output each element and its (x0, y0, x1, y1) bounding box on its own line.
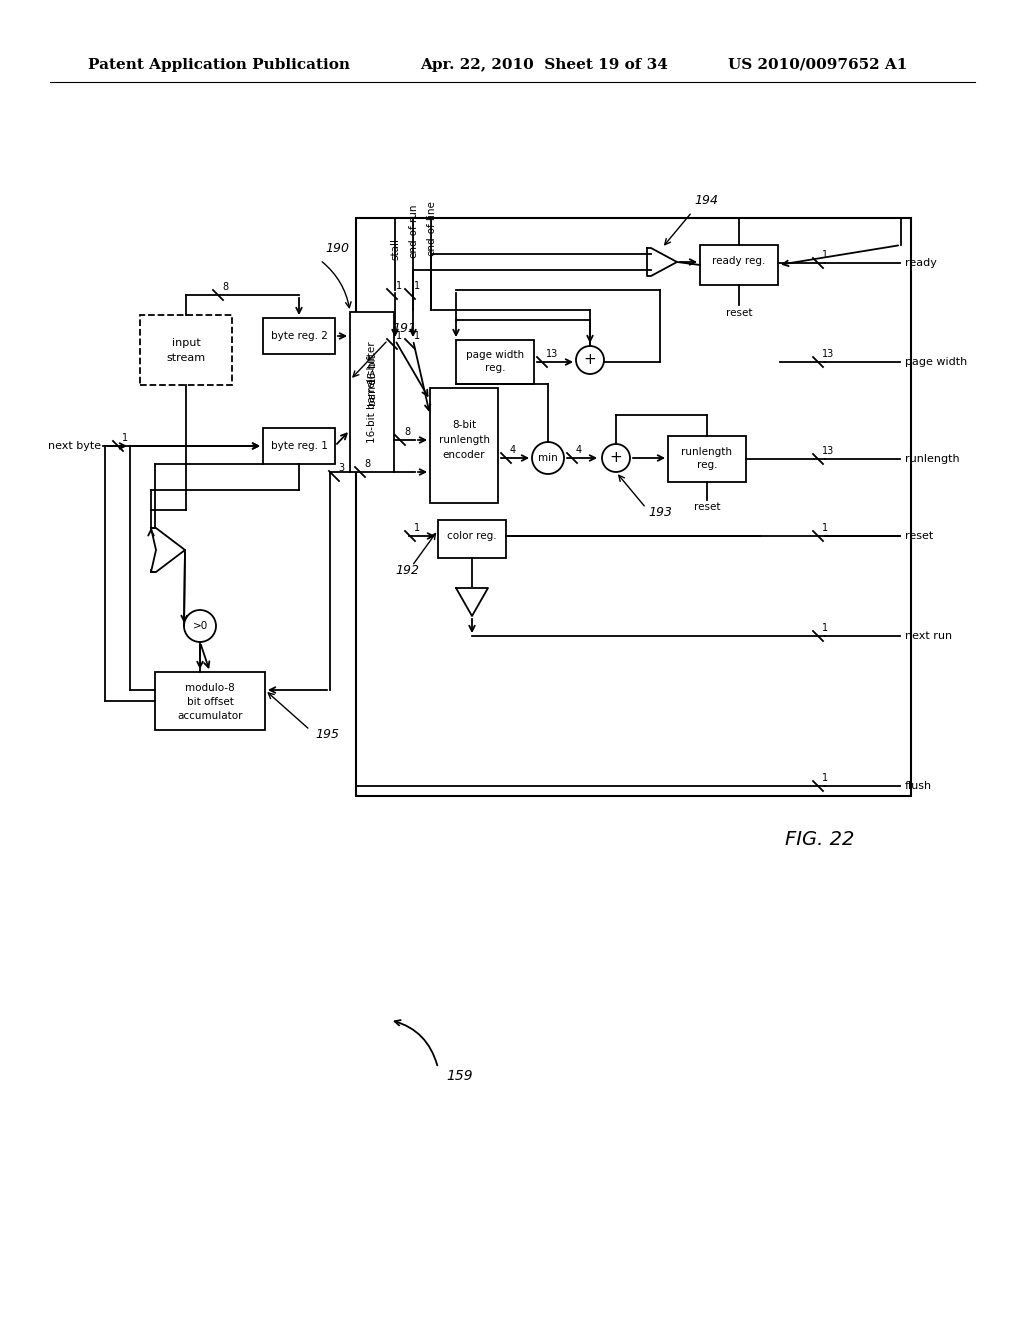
Text: 8: 8 (222, 282, 228, 292)
Text: reset: reset (905, 531, 933, 541)
Text: byte reg. 1: byte reg. 1 (270, 441, 328, 451)
Text: >0: >0 (193, 620, 208, 631)
Text: 1: 1 (822, 774, 828, 783)
Text: runlength: runlength (682, 447, 732, 457)
Text: 1: 1 (414, 281, 420, 290)
Text: 16-bit barrel shifter: 16-bit barrel shifter (367, 341, 377, 442)
Text: flush: flush (905, 781, 932, 791)
Bar (356, 218, 911, 796)
Bar (140, 315, 232, 385)
Text: 16-bit: 16-bit (367, 352, 377, 383)
Text: ready reg.: ready reg. (713, 256, 766, 267)
Text: runlength: runlength (438, 436, 489, 445)
Bar (263, 318, 335, 354)
Text: 4: 4 (510, 445, 516, 455)
Text: end-of-line: end-of-line (426, 201, 436, 256)
Bar (438, 520, 506, 558)
Text: +: + (584, 352, 596, 367)
Text: Apr. 22, 2010  Sheet 19 of 34: Apr. 22, 2010 Sheet 19 of 34 (420, 58, 668, 73)
Text: accumulator: accumulator (177, 711, 243, 721)
Bar (155, 672, 265, 730)
Text: 8: 8 (404, 426, 411, 437)
Text: next byte: next byte (48, 441, 101, 451)
Text: 1: 1 (122, 433, 128, 444)
Bar (350, 312, 394, 473)
Text: min: min (539, 453, 558, 463)
Text: 159: 159 (446, 1069, 473, 1082)
Text: page width: page width (905, 356, 968, 367)
Text: 1: 1 (414, 331, 420, 341)
Text: 13: 13 (822, 348, 835, 359)
Circle shape (602, 444, 630, 473)
Text: 193: 193 (648, 506, 672, 519)
Text: 8: 8 (364, 459, 370, 469)
Text: page width: page width (466, 350, 524, 360)
Polygon shape (151, 528, 185, 572)
Text: reg.: reg. (484, 363, 505, 374)
Text: 13: 13 (822, 446, 835, 455)
Text: 4: 4 (575, 445, 582, 455)
Text: 190: 190 (325, 242, 349, 255)
Text: 1: 1 (396, 331, 402, 341)
Bar (263, 428, 335, 465)
Text: reset: reset (726, 308, 753, 318)
Text: 3: 3 (338, 463, 344, 473)
Text: FIG. 22: FIG. 22 (785, 830, 855, 849)
Text: ready: ready (905, 257, 937, 268)
Text: barrel: barrel (367, 375, 377, 405)
Polygon shape (456, 587, 488, 616)
Text: 192: 192 (395, 564, 419, 577)
Text: US 2010/0097652 A1: US 2010/0097652 A1 (728, 58, 907, 73)
Text: 1: 1 (822, 623, 828, 634)
Text: reset: reset (693, 502, 720, 512)
Text: 13: 13 (546, 348, 558, 359)
Text: 1: 1 (822, 523, 828, 533)
Text: 194: 194 (694, 194, 718, 207)
Text: stream: stream (167, 352, 206, 363)
Bar (456, 341, 534, 384)
Text: 1: 1 (396, 281, 402, 290)
Text: 195: 195 (315, 729, 339, 741)
Text: next run: next run (905, 631, 952, 642)
Bar (430, 388, 498, 503)
Text: 1: 1 (822, 249, 828, 260)
Polygon shape (647, 248, 677, 276)
Text: stall: stall (390, 238, 400, 260)
Circle shape (532, 442, 564, 474)
Text: Patent Application Publication: Patent Application Publication (88, 58, 350, 73)
Text: 191: 191 (392, 322, 416, 335)
Text: +: + (609, 450, 623, 466)
Text: end-of-run: end-of-run (408, 203, 418, 257)
Bar (700, 246, 778, 285)
Circle shape (184, 610, 216, 642)
Text: bit offset: bit offset (186, 697, 233, 708)
Text: reg.: reg. (696, 459, 717, 470)
Text: color reg.: color reg. (447, 531, 497, 541)
Text: byte reg. 2: byte reg. 2 (270, 331, 328, 341)
Circle shape (575, 346, 604, 374)
Text: encoder: encoder (442, 450, 485, 459)
Text: input: input (172, 338, 201, 348)
Text: runlength: runlength (905, 454, 959, 465)
Text: 1: 1 (414, 523, 420, 533)
Bar (668, 436, 746, 482)
Text: modulo-8: modulo-8 (185, 682, 234, 693)
Text: 8-bit: 8-bit (452, 420, 476, 430)
